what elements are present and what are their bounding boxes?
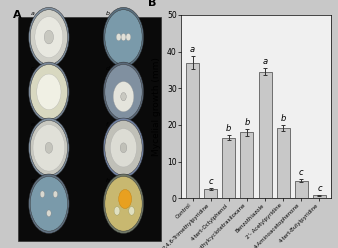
Circle shape <box>33 124 65 171</box>
Text: c: c <box>31 66 34 71</box>
Circle shape <box>30 10 68 64</box>
Circle shape <box>113 82 134 112</box>
Bar <box>222 138 235 198</box>
Text: h: h <box>106 178 110 183</box>
Circle shape <box>29 7 69 67</box>
Circle shape <box>121 33 126 41</box>
Circle shape <box>114 207 120 215</box>
Text: g: g <box>31 178 35 183</box>
Text: c: c <box>317 184 322 193</box>
Circle shape <box>47 210 51 217</box>
Circle shape <box>116 33 121 41</box>
Y-axis label: Mycelial growth (mm): Mycelial growth (mm) <box>152 57 161 156</box>
Circle shape <box>105 10 142 64</box>
Text: A: A <box>13 10 22 20</box>
Circle shape <box>45 142 53 153</box>
Text: c: c <box>209 177 213 186</box>
Bar <box>313 195 326 198</box>
Circle shape <box>120 143 127 153</box>
Circle shape <box>29 118 69 178</box>
Text: b: b <box>244 118 250 127</box>
Circle shape <box>103 174 144 234</box>
Bar <box>277 128 290 198</box>
Circle shape <box>105 64 142 119</box>
Text: b: b <box>106 11 110 16</box>
Circle shape <box>129 207 135 215</box>
Circle shape <box>111 129 137 167</box>
FancyBboxPatch shape <box>18 17 161 241</box>
Circle shape <box>40 191 45 198</box>
Text: e: e <box>31 122 35 127</box>
Circle shape <box>29 62 69 122</box>
Text: a: a <box>31 11 35 16</box>
Circle shape <box>105 121 142 175</box>
Text: b: b <box>226 124 232 133</box>
Circle shape <box>35 17 63 58</box>
Circle shape <box>30 121 68 175</box>
Circle shape <box>126 33 131 41</box>
Circle shape <box>121 93 126 101</box>
Circle shape <box>29 174 69 234</box>
Bar <box>204 189 217 198</box>
Circle shape <box>53 191 58 198</box>
Circle shape <box>105 176 142 231</box>
Text: c: c <box>299 168 304 178</box>
Circle shape <box>103 62 144 122</box>
Circle shape <box>44 30 53 44</box>
Circle shape <box>37 74 61 110</box>
Circle shape <box>103 118 144 178</box>
Bar <box>259 72 272 198</box>
Text: b: b <box>281 114 286 123</box>
Circle shape <box>103 7 144 67</box>
Circle shape <box>119 189 131 209</box>
Bar <box>240 132 254 198</box>
Text: f: f <box>106 122 108 127</box>
Circle shape <box>30 176 68 231</box>
Bar <box>186 62 199 198</box>
Text: d: d <box>106 66 110 71</box>
Text: a: a <box>263 57 268 66</box>
Text: a: a <box>190 45 195 54</box>
Circle shape <box>30 64 68 119</box>
Bar <box>295 181 308 198</box>
Text: B: B <box>148 0 156 7</box>
